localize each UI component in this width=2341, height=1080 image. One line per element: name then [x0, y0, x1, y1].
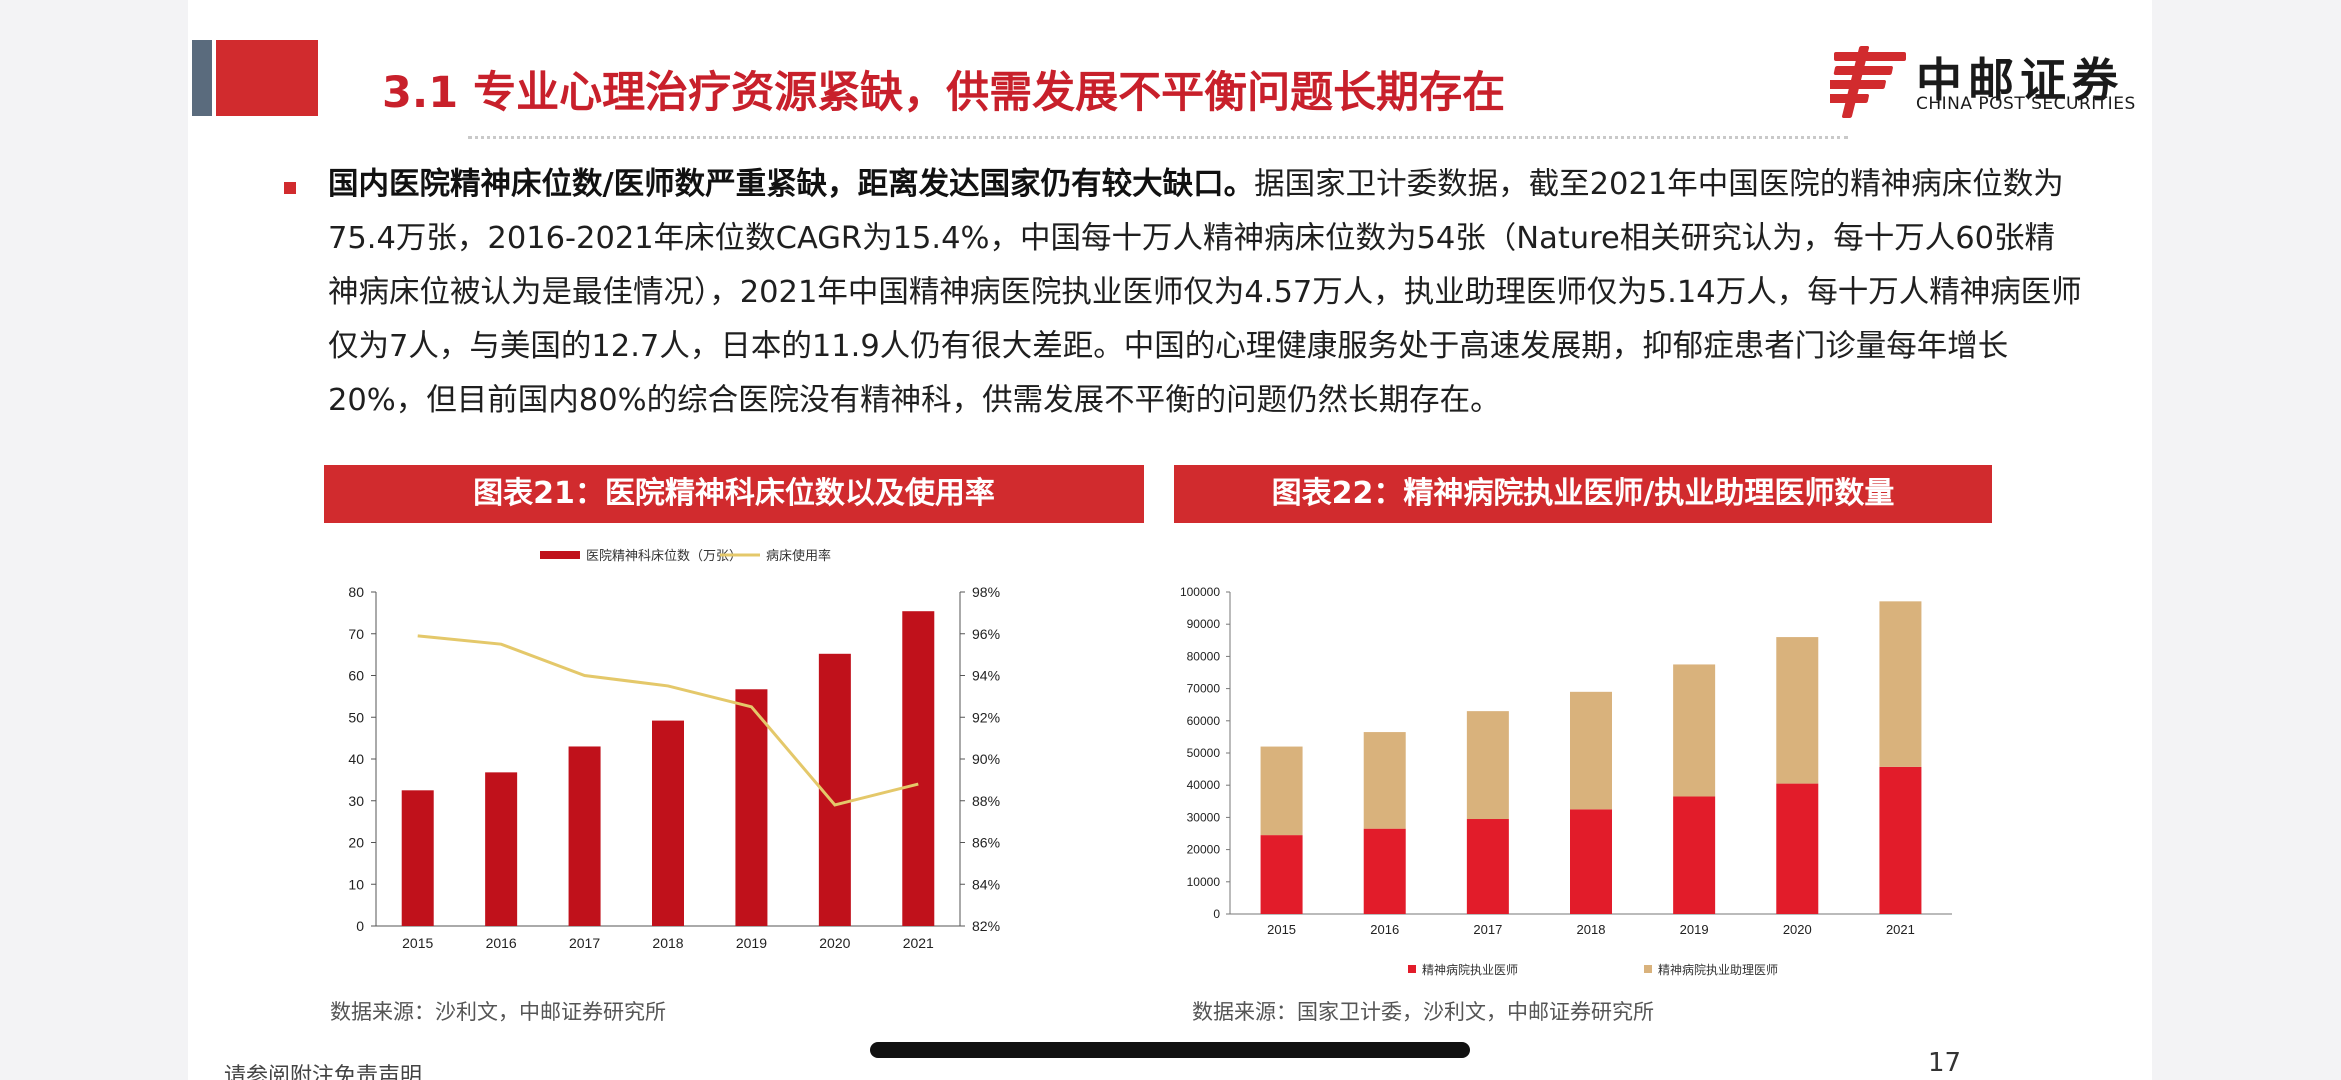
chart22-ytick-label: 30000 [1187, 810, 1221, 824]
chart21-y2tick-label: 88% [972, 793, 1000, 809]
chart21-source: 数据来源：沙利文，中邮证券研究所 [330, 1000, 666, 1024]
chart22-legend-assistant-label: 精神病院执业助理医师 [1658, 962, 1778, 977]
chart21-ytick-label: 30 [348, 793, 364, 809]
chart21-y2tick-label: 96% [972, 626, 1000, 642]
chart21-bar [652, 720, 684, 926]
title-accent-gray [192, 40, 212, 116]
chart21-xtick-label: 2019 [736, 935, 767, 951]
chart21-bar [485, 772, 518, 926]
chart21-ytick-label: 10 [348, 876, 364, 892]
chart21-ytick-label: 20 [348, 835, 364, 851]
chart22-svg: 0 10000 20000 30000 40000 50000 60000 70000 8000… [1180, 585, 1952, 977]
chart22-xtick-label: 2019 [1680, 922, 1709, 937]
chart22-ytick-label: 0 [1213, 907, 1220, 921]
chart21-ytick-label: 80 [348, 584, 364, 600]
page-title: 3.1 专业心理治疗资源紧缺，供需发展不平衡问题长期存在 [382, 68, 1506, 118]
chart22-bar-physician [1879, 766, 1922, 914]
chart21-xtick-label: 2020 [819, 935, 850, 951]
chart21-y2tick-label: 98% [972, 584, 1000, 600]
chart21-legend-bar-label: 医院精神科床位数（万张） [586, 549, 742, 564]
chart22-xtick-label: 2021 [1886, 922, 1915, 937]
chart21-bar [902, 611, 935, 926]
chart22-bar-assistant [1466, 711, 1509, 820]
title-accent-red [216, 40, 318, 116]
chart21-ytick-label: 40 [348, 751, 364, 767]
chart21-ytick-label: 60 [348, 668, 364, 684]
chart21-ytick-label: 50 [348, 709, 364, 725]
chart22-bar-assistant [1776, 637, 1819, 784]
chart21-usage-line [417, 634, 919, 807]
home-indicator[interactable] [870, 1042, 1470, 1058]
chart22-xtick-label: 2015 [1267, 922, 1296, 937]
chart22-ytick-label: 90000 [1187, 617, 1221, 631]
company-logo: 中邮证券 CHINA POST SECURITIES [1830, 42, 2135, 122]
chart21-bar [401, 790, 434, 926]
chart22-ytick-label: 100000 [1180, 585, 1220, 599]
chart22-bar-physician [1570, 809, 1612, 914]
chart22-bar-physician [1260, 835, 1303, 914]
chart21-xtick-label: 2015 [402, 935, 433, 951]
chart22-legend-physician-swatch [1408, 965, 1416, 973]
chart22-bar-assistant [1570, 691, 1612, 810]
chart22-bar-assistant [1673, 664, 1716, 797]
chart21-y2tick-label: 84% [972, 876, 1000, 892]
chart22-ytick-label: 20000 [1187, 843, 1221, 857]
chart22-ytick-label: 60000 [1187, 714, 1221, 728]
page-number: 17 [1928, 1048, 1962, 1078]
chart21-svg: 0 10 20 30 40 50 60 70 80 82% 84% 86% 88% 90% 92% 94% 96… [348, 548, 1000, 951]
chart21-heading: 图表21：医院精神科床位数以及使用率 [324, 465, 1144, 523]
chart22-bar-physician [1776, 783, 1819, 914]
chart21-y2tick-label: 92% [972, 709, 1000, 725]
chart22-bar-physician [1363, 828, 1406, 914]
chart22-legend-physician-label: 精神病院执业医师 [1422, 962, 1518, 977]
chart22-bar-assistant [1879, 601, 1922, 767]
chart22-ytick-label: 80000 [1187, 649, 1221, 663]
chart21-y2tick-label: 82% [972, 918, 1000, 934]
chart22-ytick-label: 40000 [1187, 778, 1221, 792]
bullet-square-icon [284, 182, 296, 194]
chart21-xtick-label: 2021 [903, 935, 934, 951]
chart22-xtick-label: 2017 [1473, 922, 1502, 937]
chart22-xtick-label: 2016 [1370, 922, 1399, 937]
chart22-bar-assistant [1363, 732, 1406, 829]
chart22-legend-assistant-swatch [1644, 965, 1652, 973]
chart22-bar-assistant [1260, 746, 1303, 836]
chart22-heading: 图表22：精神病院执业医师/执业助理医师数量 [1174, 465, 1992, 523]
chart21-ytick-label: 70 [348, 626, 364, 642]
chart21-bar [818, 653, 851, 926]
chart22-ytick-label: 50000 [1187, 746, 1221, 760]
bullet-paragraph: 国内医院精神床位数/医师数严重紧缺，距离发达国家仍有较大缺口。据国家卫计委数据，… [328, 158, 2084, 428]
chart21-legend-bar-swatch [540, 551, 580, 559]
chart22-bar-physician [1466, 819, 1509, 914]
logo-text-cn: 中邮证券 [1916, 53, 2124, 107]
slide: 3.1 专业心理治疗资源紧缺，供需发展不平衡问题长期存在 中邮证券 CHINA … [188, 0, 2152, 1080]
bullet-lead: 国内医院精神床位数/医师数严重紧缺，距离发达国家仍有较大缺口。 [328, 167, 1255, 202]
logo-text-en: CHINA POST SECURITIES [1916, 94, 2136, 114]
title-divider [468, 136, 1848, 139]
chart22-ytick-label: 70000 [1187, 682, 1221, 696]
chart21-bar [568, 746, 601, 926]
chart21-xtick-label: 2018 [652, 935, 683, 951]
chart21-xtick-label: 2016 [486, 935, 517, 951]
chart22-xtick-label: 2018 [1577, 922, 1606, 937]
chart21-bar [735, 689, 768, 926]
bullet-body: 据国家卫计委数据，截至2021年中国医院的精神病床位数为75.4万张，2016-… [328, 167, 2082, 418]
chart22-xtick-label: 2020 [1783, 922, 1812, 937]
disclaimer-note: 请参阅附注免责声明 [224, 1064, 423, 1080]
chart22-source: 数据来源：国家卫计委，沙利文，中邮证券研究所 [1192, 1000, 1654, 1024]
chart21-xtick-label: 2017 [569, 935, 600, 951]
chart21-y2tick-label: 90% [972, 751, 1000, 767]
chart21-y2tick-label: 86% [972, 835, 1000, 851]
chart21-ytick-label: 0 [356, 918, 364, 934]
chart22-ytick-label: 10000 [1187, 875, 1221, 889]
china-post-logo-icon [1830, 46, 1906, 118]
chart22-bar-physician [1673, 796, 1716, 914]
chart21-y2tick-label: 94% [972, 668, 1000, 684]
chart21-legend-line-label: 病床使用率 [766, 548, 831, 564]
